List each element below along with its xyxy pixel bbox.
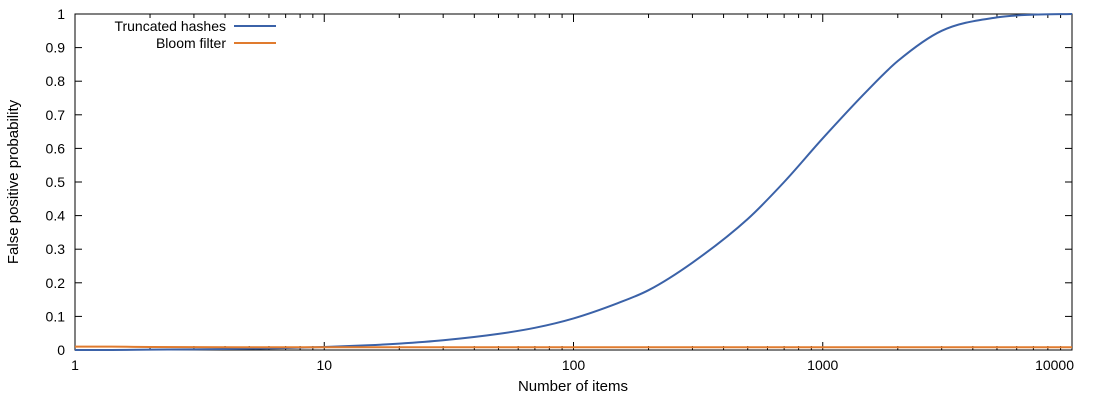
y-axis-title: False positive probability	[5, 99, 22, 264]
x-tick-label: 1000	[807, 357, 838, 373]
y-tick-label: 1	[57, 6, 65, 22]
y-tick-label: 0.6	[46, 140, 66, 156]
y-tick-label: 0.3	[46, 241, 66, 257]
axes: 0 0.1 0.2 0.3 0.4 0.5 0.6 0.7 0.8 0.9 1 1 10 100 1000 1…	[46, 6, 1075, 373]
x-tick-label: 10	[316, 357, 332, 373]
x-axis-title: Number of items	[518, 378, 628, 395]
y-tick-label: 0.2	[46, 275, 66, 291]
plot-frame	[74, 13, 1073, 351]
series-layer	[75, 13, 1073, 351]
y-tick-label: 0.9	[46, 40, 66, 56]
x-tick-label: 1	[71, 357, 79, 373]
y-tick-label: 0.1	[46, 308, 66, 324]
legend-label: Truncated hashes	[114, 18, 226, 34]
y-tick-label: 0.8	[46, 73, 66, 89]
series-line-bloom-filter	[75, 345, 1072, 349]
y-tick-label: 0	[57, 342, 65, 358]
y-tick-label: 0.7	[46, 107, 66, 123]
y-tick-label: 0.4	[46, 208, 66, 224]
series-line-truncated-hashes	[75, 13, 1073, 351]
legend-label: Bloom filter	[156, 35, 226, 51]
y-tick-label: 0.5	[46, 174, 66, 190]
x-tick-label: 10000	[1035, 357, 1074, 373]
x-tick-label: 100	[562, 357, 586, 373]
